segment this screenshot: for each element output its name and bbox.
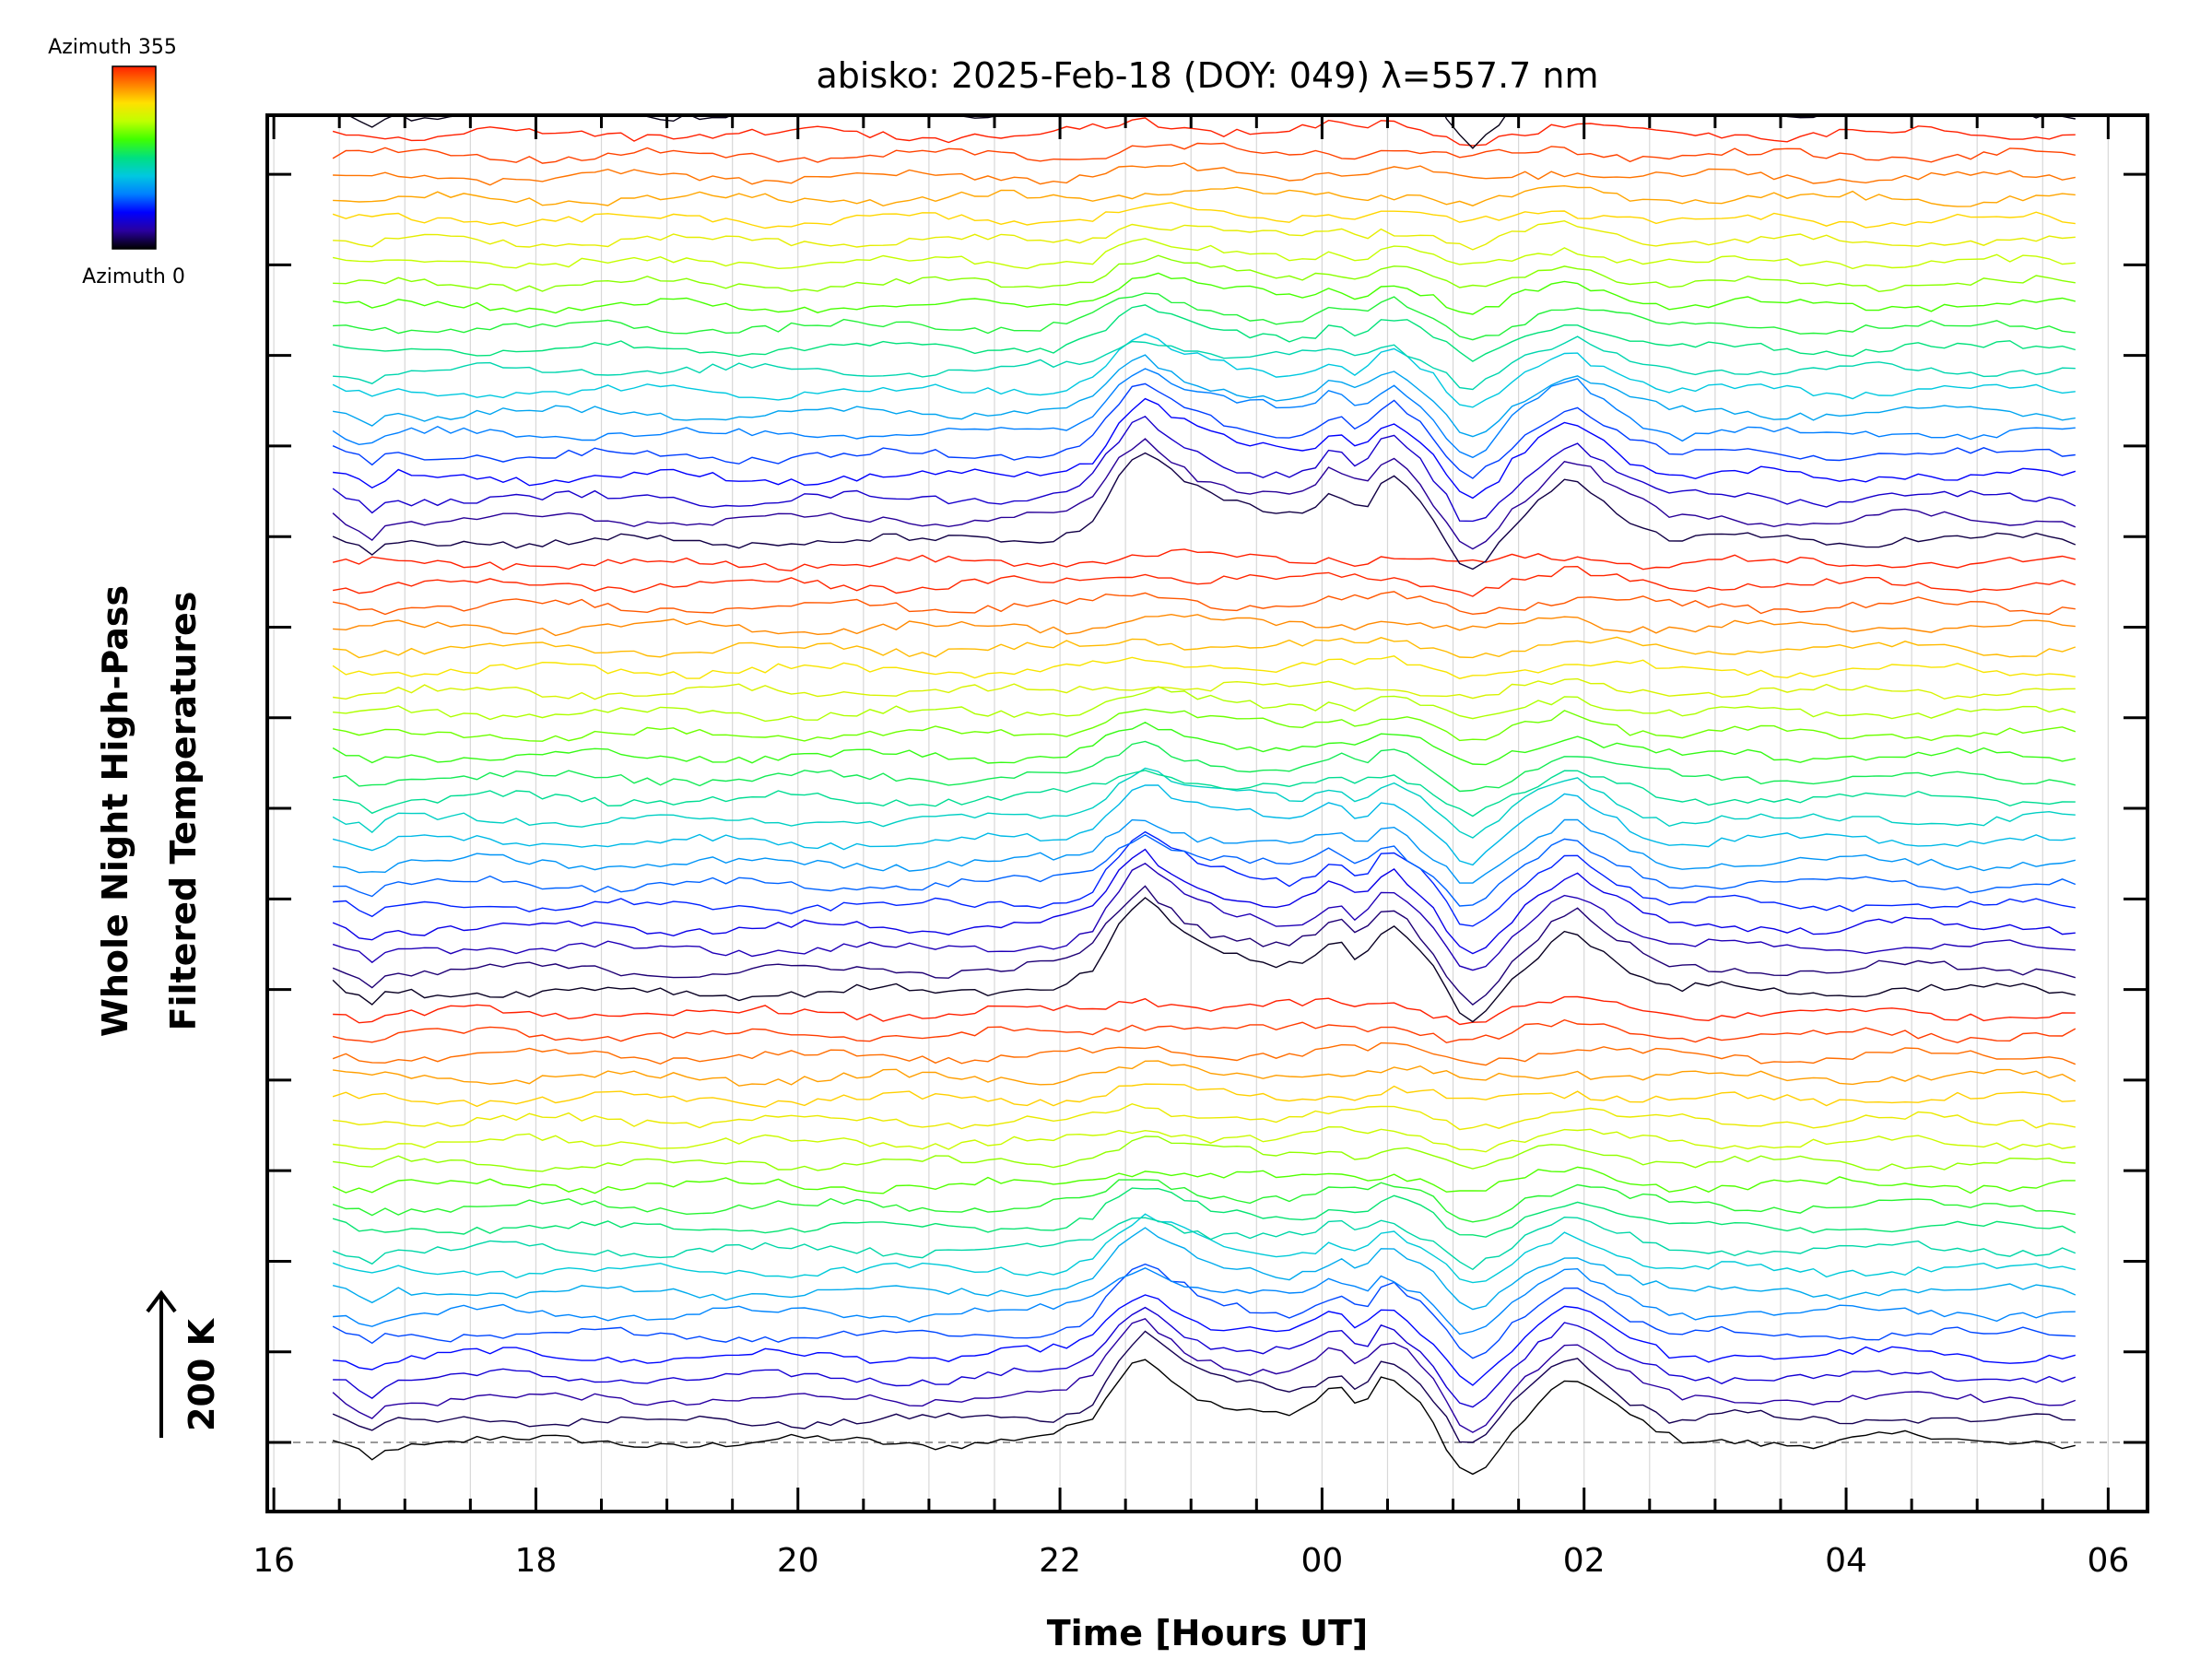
- series-line: [332, 1330, 2076, 1443]
- series-line: [332, 767, 2076, 839]
- series-line: [332, 117, 2076, 147]
- y-axis-title: Whole Night High-Pass Filtered Temperatu…: [95, 585, 204, 1037]
- series-line: [333, 770, 2076, 818]
- x-tick-label: 18: [515, 1542, 558, 1580]
- scale-arrow-head: [146, 1289, 177, 1313]
- x-tick-label: 20: [777, 1542, 819, 1580]
- series-line: [332, 354, 2076, 438]
- y-axis-title-line1: Whole Night High-Pass: [95, 585, 135, 1037]
- series-line: [333, 636, 2077, 659]
- series-line: [332, 238, 2076, 270]
- grid-lines: [273, 115, 2109, 1512]
- series-line: [332, 708, 2077, 742]
- series-line: [333, 686, 2076, 723]
- series-line: [332, 202, 2076, 229]
- series-line: [333, 1135, 2076, 1172]
- series-line: [332, 333, 2076, 408]
- series-line: [332, 1166, 2076, 1194]
- series-line: [333, 677, 2076, 700]
- series-line: [332, 1018, 2077, 1044]
- series-line: [333, 254, 2076, 293]
- series-line: [332, 1083, 2076, 1108]
- series-line: [332, 1213, 2076, 1284]
- series-line: [332, 885, 2076, 1006]
- series-line: [333, 397, 2077, 500]
- series-line: [332, 1317, 2077, 1433]
- scale-label: 200 K: [182, 1317, 222, 1431]
- x-tick-label: 22: [1039, 1542, 1081, 1580]
- series-line: [332, 1359, 2076, 1476]
- series-line: [332, 862, 2076, 971]
- colorbar: [112, 65, 157, 250]
- x-tick-label: 04: [1825, 1542, 1867, 1580]
- series-line: [333, 0, 2076, 4]
- x-tick-label: 00: [1300, 1542, 1343, 1580]
- series-line: [332, 438, 2077, 550]
- colorbar-bottom-label: Azimuth 0: [82, 265, 185, 288]
- series-line: [333, 818, 2076, 884]
- series-line: [333, 1294, 2076, 1386]
- plot-frame: [265, 113, 2149, 1513]
- series-line: [332, 142, 2076, 164]
- series-line: [333, 1306, 2077, 1408]
- series-line: [333, 335, 2076, 391]
- series-line: [333, 833, 2077, 907]
- series-line: [332, 1187, 2077, 1238]
- series-line: [332, 848, 2076, 955]
- axis-ticks: [267, 115, 2147, 1512]
- series-line: [332, 1227, 2077, 1311]
- series-line: [333, 613, 2076, 637]
- series-line: [333, 272, 2076, 315]
- series-line: [332, 382, 2076, 479]
- series-line: [333, 830, 2076, 927]
- x-tick-labels: 16 18 20 22 00 02 04 06: [253, 1542, 2129, 1580]
- series-line: [332, 368, 2076, 459]
- chart-title: abisko: 2025-Feb-18 (DOY: 049) λ=557.7 n…: [816, 55, 1598, 96]
- series-line: [333, 0, 2076, 26]
- series-line: [333, 1125, 2076, 1153]
- series-line: [333, 995, 2076, 1026]
- colorbar-top-label: Azimuth 355: [48, 36, 177, 59]
- series-line: [333, 184, 2076, 207]
- series-line: [332, 565, 2077, 597]
- series-line: [332, 548, 2076, 572]
- scale-indicator: 200 K: [146, 1289, 222, 1438]
- series-line: [333, 219, 2076, 251]
- series-line: [333, 1267, 2076, 1335]
- series-line: [332, 1179, 2076, 1223]
- series-line: [332, 722, 2076, 766]
- series-line: [332, 304, 2076, 362]
- series-line: [332, 655, 2076, 679]
- x-tick-label: 02: [1563, 1542, 1606, 1580]
- y-axis-title-line2: Filtered Temperatures: [163, 592, 204, 1031]
- series-line: [332, 591, 2076, 616]
- series-line: [332, 1263, 2076, 1359]
- x-tick-label: 16: [253, 1542, 295, 1580]
- series-line: [333, 1060, 2077, 1087]
- series-line: [333, 1102, 2076, 1131]
- x-axis-title: Time [Hours UT]: [1047, 1613, 1369, 1653]
- series-line: [332, 452, 2077, 571]
- series-line: [332, 784, 2076, 866]
- series-line: [333, 162, 2076, 186]
- series-line: [332, 897, 2076, 1023]
- series-line: [332, 1216, 2077, 1271]
- series-lines: [332, 0, 2077, 1476]
- series-line: [332, 415, 2077, 523]
- series-line: [333, 0, 2076, 53]
- series-line: [332, 740, 2076, 793]
- x-tick-label: 06: [2087, 1542, 2129, 1580]
- series-line: [333, 292, 2076, 341]
- series-line: [332, 1041, 2077, 1066]
